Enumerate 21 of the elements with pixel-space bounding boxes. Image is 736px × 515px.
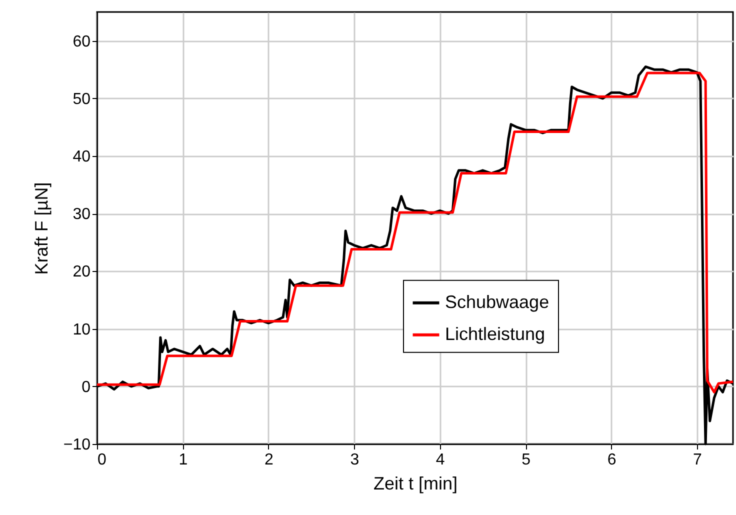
y-tick-label: 50 [72, 90, 91, 108]
x-axis-title: Zeit t [min] [373, 474, 458, 494]
x-tick-label: 0 [98, 452, 106, 468]
x-tick-label: 4 [436, 452, 445, 468]
y-tick-label: 0 [82, 378, 91, 396]
legend-label: Schubwaage [445, 292, 550, 312]
y-tick-label: 20 [72, 264, 91, 281]
x-tick-label: 3 [350, 452, 360, 468]
y-axis-title: Kraft F [µN] [31, 182, 52, 275]
x-tick-label: 6 [607, 452, 616, 468]
y-tick-label: 30 [72, 206, 91, 224]
y-tick-label: 60 [72, 33, 91, 50]
line-series [96, 72, 734, 394]
legend-label: Lichtleistung [445, 324, 546, 344]
x-tick-label: 7 [693, 452, 702, 468]
x-tick-label: 1 [178, 452, 188, 468]
y-tick-label: −10 [63, 436, 91, 454]
x-tick-label: 2 [264, 452, 274, 468]
y-tick-label: 10 [72, 321, 91, 338]
x-tick-label: 5 [522, 452, 531, 468]
y-tick-label: 40 [72, 148, 91, 166]
